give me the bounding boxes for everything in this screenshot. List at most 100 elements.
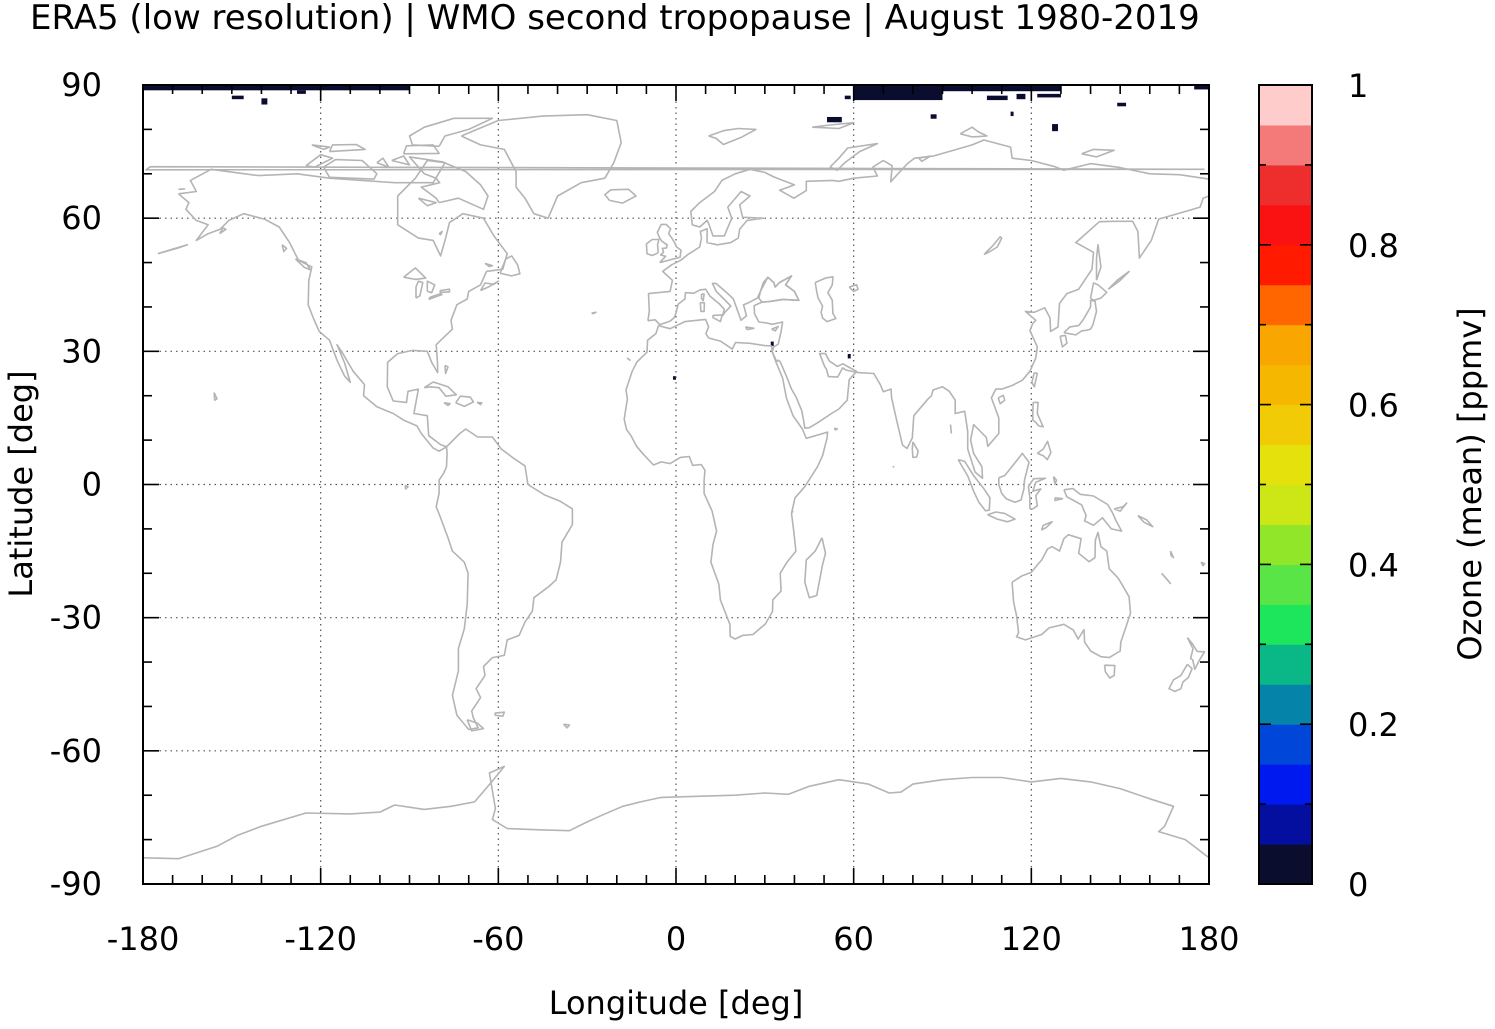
coastline-hawaii <box>213 392 218 401</box>
colorbar-segment <box>1259 644 1312 685</box>
y-axis-label: Latitude [deg] <box>2 370 40 597</box>
coastline-north-america <box>177 159 508 452</box>
coastline-mindanao <box>1036 440 1052 461</box>
coastline-devon <box>402 144 440 155</box>
coastline-sakhalin <box>1095 244 1102 281</box>
coastline-galapagos <box>404 484 409 490</box>
coastline-novaya-sibir <box>918 155 932 163</box>
coastline-south-georgia <box>562 723 571 729</box>
data-cell <box>1010 111 1014 117</box>
colorbar-tick-label: 0 <box>1348 866 1368 904</box>
coastline-borneo <box>998 452 1030 504</box>
colorbar-tick-label: 0.8 <box>1348 227 1399 265</box>
y-tick-label: 60 <box>61 199 102 237</box>
colorbar-segment <box>1259 204 1312 246</box>
chart-title: ERA5 (low resolution) | WMO second tropo… <box>30 0 1200 38</box>
x-tick-label: 120 <box>1001 920 1062 958</box>
coastline-vancouver <box>294 258 312 271</box>
coastline-australia <box>1011 531 1132 659</box>
data-cell <box>296 90 306 94</box>
coastline-halmahera <box>1052 475 1058 486</box>
coastline-taiwan <box>1031 371 1039 388</box>
colorbar-segment <box>1259 604 1312 645</box>
coastline-lake-michigan <box>415 280 424 299</box>
coastline-sardinia <box>699 301 706 313</box>
coastline-cyprus <box>771 325 779 332</box>
coastline-melville <box>328 143 366 153</box>
y-tick-label: -60 <box>50 732 102 770</box>
data-cell <box>673 376 676 380</box>
data-cell <box>1037 93 1061 98</box>
x-tick-label: 0 <box>666 920 686 958</box>
coastline-crete <box>744 326 755 331</box>
data-cell <box>261 98 268 105</box>
coastline-aral <box>848 284 859 293</box>
coastline-eurasia <box>647 139 1210 480</box>
colorbar-segment <box>1259 404 1312 446</box>
coastline-baffin <box>408 156 489 211</box>
coastline-kyushu <box>1059 334 1068 348</box>
axis-ticks <box>142 84 1210 885</box>
coastline-black-sea <box>758 275 800 303</box>
coastline-somerset <box>391 155 411 166</box>
coastline-nz-south <box>1168 663 1193 693</box>
coastline-alaska-islands <box>219 227 227 235</box>
coastline-nova-scotia <box>479 280 500 292</box>
colorbar-segment <box>1259 124 1312 166</box>
coastline-southampton <box>417 197 437 207</box>
data-cell <box>853 85 943 101</box>
coastline-new-caledonia <box>1160 572 1172 585</box>
coastline-hudson-islands <box>438 230 443 236</box>
coastline-japan-honshu <box>1063 299 1098 336</box>
coastline-puerto-rico <box>476 401 483 406</box>
coastline-tierra-fuego <box>466 719 485 732</box>
x-axis-label: Longitude [deg] <box>549 984 804 1022</box>
coastline-uk <box>656 223 682 264</box>
data-cell <box>827 116 842 123</box>
x-tick-label: -120 <box>284 920 357 958</box>
x-tick-label: -60 <box>472 920 524 958</box>
coastline-anticosti <box>484 262 494 268</box>
coastline-solomons <box>1137 514 1154 528</box>
y-tick-label: -30 <box>50 599 102 637</box>
colorbar-tick-label: 0.2 <box>1348 706 1399 744</box>
coastline-andaman <box>949 424 953 434</box>
x-tick-label: 180 <box>1178 920 1239 958</box>
coastline-vanuatu <box>1169 550 1175 559</box>
coastline-layer <box>142 113 1210 860</box>
coastline-hispaniola <box>455 395 475 408</box>
coastline-sumatra <box>957 458 991 512</box>
colorbar-label: Ozone (mean) [ppmv] <box>1451 307 1489 660</box>
coastline-luzon <box>1032 401 1044 428</box>
colorbar-segment <box>1259 244 1312 286</box>
x-tick-labels: -180 -120 -60 0 60 120 180 <box>107 920 1240 958</box>
coastline-hainan <box>997 394 1006 405</box>
coastline-new-britain <box>1113 502 1128 512</box>
colorbar-segment <box>1259 524 1312 565</box>
coastline-south-america <box>435 428 574 731</box>
coastline-falklands <box>494 711 506 717</box>
coastline-prince-wales <box>376 157 390 168</box>
coastline-prince-patrick <box>311 144 331 151</box>
y-tick-label: -90 <box>50 865 102 903</box>
coastline-timor <box>1040 521 1053 531</box>
coastline-caspian <box>814 276 837 323</box>
coastline-ellesmere <box>408 117 494 148</box>
coastline-kuril <box>1107 270 1130 290</box>
coastline-great-lakes <box>403 267 427 281</box>
colorbar-segment <box>1259 85 1312 126</box>
coastline-novaya-zemlya <box>829 142 879 171</box>
data-cell <box>844 95 851 100</box>
data-cell <box>770 341 774 347</box>
colorbar-segment <box>1259 724 1312 765</box>
coastline-java <box>987 511 1016 523</box>
coastline-baikal <box>983 236 1003 256</box>
colorbar-segment <box>1259 284 1312 326</box>
colorbar-segment <box>1259 804 1312 845</box>
coastline-cuba <box>423 381 458 397</box>
colorbar-segment <box>1259 844 1312 885</box>
grid-lines <box>143 85 1209 884</box>
coastline-wrangel <box>145 165 1205 171</box>
colorbar-segment <box>1259 324 1312 366</box>
